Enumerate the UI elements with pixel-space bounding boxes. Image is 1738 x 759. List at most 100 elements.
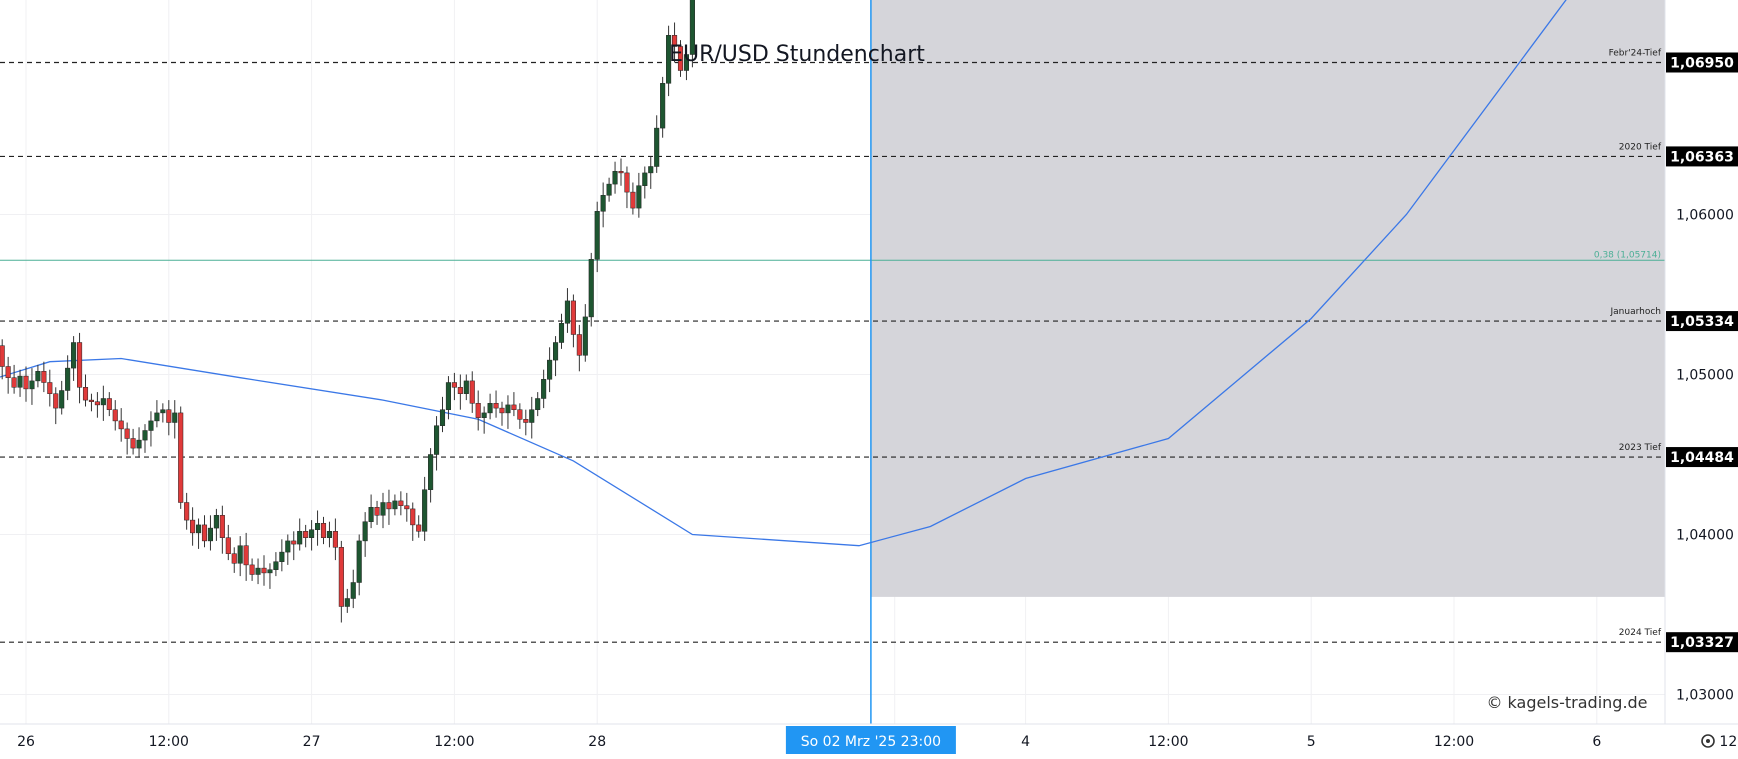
candle-body [47, 382, 53, 394]
candle-body [255, 567, 261, 575]
candle-body [106, 398, 112, 410]
candle-body [428, 454, 434, 490]
candle-body [261, 567, 267, 574]
candle-body [59, 390, 65, 409]
candle-body [196, 524, 202, 534]
candle-body [184, 502, 190, 521]
candle-body [648, 166, 654, 174]
candle-body [689, 0, 695, 55]
candle-body [523, 419, 529, 423]
candle-body [297, 531, 303, 545]
candle-body [505, 404, 511, 414]
candle-body [29, 380, 35, 390]
candle-body [535, 398, 541, 410]
candle-body [529, 409, 535, 423]
candle-body [53, 393, 59, 409]
y-tick-label: 1,04000 [1676, 528, 1734, 544]
x-tick-label: 26 [17, 734, 35, 750]
time-badge[interactable] [785, 726, 956, 754]
candle-body [82, 387, 89, 401]
candle-body [624, 172, 630, 193]
chart-title: EUR/USD Stundenchart [669, 42, 925, 67]
candle-body [404, 505, 410, 510]
candle-body [642, 172, 648, 186]
gear-icon[interactable] [1701, 734, 1715, 748]
candle-body [654, 127, 660, 167]
candle-body [445, 382, 451, 410]
candle-body [249, 564, 255, 575]
level-badge [1666, 447, 1738, 468]
candle-body [303, 531, 309, 538]
x-tick-label: 12:00 [1719, 734, 1738, 750]
candle-body [362, 521, 368, 542]
candle-body [201, 524, 208, 542]
candle-body [576, 334, 582, 356]
candle-body [541, 379, 547, 399]
candle-body [65, 367, 71, 391]
candle-body [0, 345, 5, 367]
candle-body [374, 507, 380, 516]
candle-body [118, 420, 124, 430]
y-axis[interactable]: 1,110001,080001,060001,050001,040001,030… [1664, 0, 1734, 724]
x-tick-label: 12:00 [434, 734, 474, 750]
candle-body [398, 500, 404, 506]
candle-body [267, 569, 273, 574]
candle-body [178, 412, 184, 503]
candle-body [683, 54, 690, 71]
x-tick-label: 5 [1307, 734, 1316, 750]
candle-body [130, 438, 136, 449]
support-resistance-zone [870, 0, 1665, 597]
candle-body [570, 300, 576, 335]
candle-body [630, 191, 636, 209]
candle-body [588, 259, 594, 318]
level-badge-text: 1,06363 [1670, 149, 1734, 165]
level-label: 2024 Tief [1619, 628, 1662, 638]
candle-body [23, 375, 29, 390]
candle-body [237, 545, 243, 564]
x-tick-label: 12:00 [149, 734, 189, 750]
candle-body [142, 430, 148, 441]
candle-body [356, 540, 362, 583]
candle-body [315, 523, 321, 530]
candle-body [350, 582, 356, 599]
level-label: Febr'24-Tief [1609, 49, 1662, 59]
candle-body [600, 195, 606, 212]
candle-body [380, 502, 386, 516]
vertical-markers [870, 0, 872, 724]
candle-body [463, 380, 469, 394]
zone-group [870, 0, 1665, 597]
settings-button[interactable] [1701, 734, 1715, 748]
candle-body [410, 508, 416, 526]
level-badge-text: 1,06950 [1670, 56, 1734, 72]
ma-group [0, 0, 1567, 547]
level-badge [1666, 146, 1738, 167]
candle-body [386, 502, 392, 510]
candle-body [481, 412, 487, 418]
candle-body [17, 375, 23, 388]
candle-body [677, 46, 684, 71]
candle-body [368, 507, 374, 522]
candle-body [207, 527, 213, 542]
candle-body [148, 420, 154, 431]
candle-body [672, 35, 678, 47]
candle-body [332, 531, 338, 548]
candle-body [582, 316, 588, 356]
x-tick-label: 12:00 [1148, 734, 1188, 750]
candle-body [41, 371, 47, 383]
candle-body [517, 409, 523, 420]
y-tick-label: 1,06000 [1676, 208, 1734, 224]
level-label: 2023 Tief [1619, 443, 1662, 453]
x-tick-label: 28 [588, 734, 606, 750]
candle-body [77, 342, 83, 388]
candle-body [344, 598, 350, 607]
fib-group: 0,618 (1,08181)0,38 (1,05714) [0, 250, 1665, 261]
candle-body [136, 439, 142, 449]
candle-body [439, 409, 446, 426]
candle-body [547, 359, 553, 380]
level-badge-text: 1,05334 [1670, 314, 1734, 330]
candle-body [100, 398, 106, 406]
candle-body [273, 561, 279, 570]
level-label: Januarhoch [1610, 307, 1662, 317]
candle-body [11, 377, 17, 388]
